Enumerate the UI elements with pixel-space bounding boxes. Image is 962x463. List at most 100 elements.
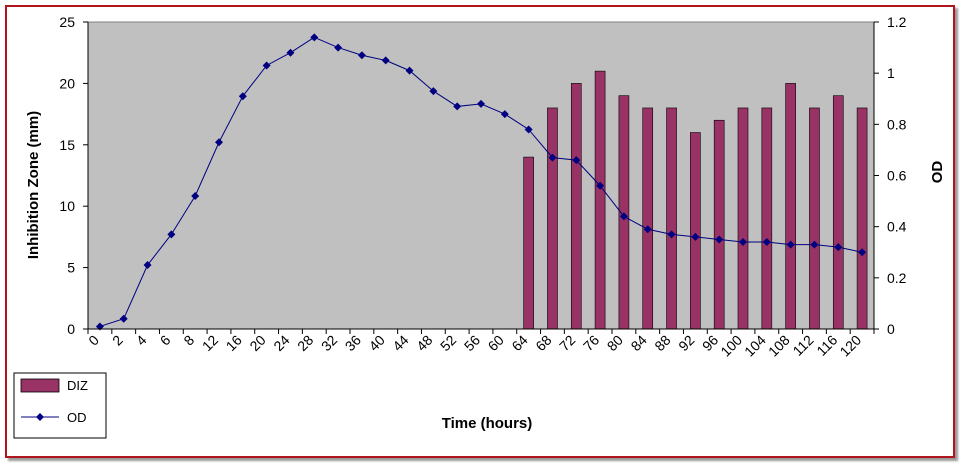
od-point bbox=[191, 191, 200, 200]
legend-swatch-diz bbox=[20, 378, 60, 393]
bar-diz bbox=[737, 107, 749, 330]
x-tick-label: 76 bbox=[580, 332, 602, 354]
left-tick-label: 0 bbox=[67, 321, 75, 337]
x-tick-label: 80 bbox=[604, 332, 626, 354]
x-tick-label: 20 bbox=[246, 332, 268, 354]
x-tick-label: 28 bbox=[294, 332, 316, 354]
od-point bbox=[858, 248, 867, 257]
od-point bbox=[834, 243, 843, 252]
x-tick-label: 52 bbox=[437, 332, 459, 354]
x-axis-title: Time (hours) bbox=[442, 415, 533, 432]
x-tick-label: 72 bbox=[556, 332, 578, 354]
od-point bbox=[286, 48, 295, 57]
right-tick-label: 1.2 bbox=[887, 14, 907, 30]
x-tick-label: 120 bbox=[836, 332, 864, 360]
x-tick-label: 116 bbox=[813, 332, 840, 359]
legend: DIZ OD bbox=[13, 372, 107, 439]
right-tick-label: 0.4 bbox=[887, 219, 907, 235]
od-point bbox=[215, 138, 223, 147]
od-point bbox=[643, 225, 652, 234]
left-tick-label: 25 bbox=[59, 14, 75, 30]
y-axis-title: Inhibition Zone (mm) bbox=[25, 111, 42, 259]
bar-diz bbox=[570, 83, 582, 330]
left-tick-label: 5 bbox=[67, 260, 75, 276]
x-tick-label: 0 bbox=[85, 332, 102, 349]
bar-diz bbox=[642, 107, 654, 330]
legend-marker-od bbox=[36, 413, 44, 421]
x-tick-label: 24 bbox=[270, 332, 292, 354]
x-tick-label: 16 bbox=[223, 332, 245, 354]
od-point bbox=[381, 56, 390, 65]
od-point bbox=[453, 102, 462, 111]
od-point bbox=[119, 314, 128, 323]
legend-label-diz: DIZ bbox=[67, 378, 88, 393]
od-point bbox=[524, 125, 533, 134]
x-tick-label: 84 bbox=[628, 332, 650, 354]
bar-diz bbox=[666, 107, 677, 330]
x-tick-label: 92 bbox=[675, 332, 697, 354]
od-point bbox=[762, 238, 771, 247]
x-tick-label: 40 bbox=[366, 332, 388, 354]
line-series-od bbox=[95, 33, 867, 331]
x-axis: 0 2 4 6 8 12 16 20 24 28 32 36 40 44 48 52 56 60 64 68 72 76 8… bbox=[85, 328, 875, 360]
y2-axis-title: OD bbox=[929, 161, 946, 184]
bar-diz bbox=[523, 156, 534, 330]
x-tick-label: 108 bbox=[765, 332, 793, 360]
od-point bbox=[238, 92, 247, 101]
x-tick-label: 6 bbox=[157, 332, 174, 349]
right-axis: 0 0.2 0.4 0.6 0.8 1 1.2 bbox=[873, 14, 907, 337]
x-tick-label: 4 bbox=[133, 332, 150, 349]
od-point bbox=[786, 240, 795, 249]
x-tick-label: 12 bbox=[199, 332, 221, 354]
bar-diz bbox=[809, 107, 820, 330]
x-tick-label: 96 bbox=[699, 332, 721, 354]
bar-diz bbox=[856, 107, 868, 330]
x-tick-label: 68 bbox=[532, 332, 554, 354]
bar-diz bbox=[594, 70, 606, 330]
left-tick-label: 20 bbox=[59, 75, 75, 91]
plot-area bbox=[87, 21, 875, 330]
x-tick-label: 8 bbox=[180, 332, 197, 349]
right-tick-label: 0.6 bbox=[887, 168, 907, 184]
od-point bbox=[500, 110, 509, 119]
left-axis: 0 5 10 15 20 25 bbox=[59, 14, 89, 337]
x-tick-label: 2 bbox=[109, 332, 126, 349]
x-tick-label: 104 bbox=[741, 332, 769, 360]
od-point bbox=[167, 230, 176, 239]
bar-diz bbox=[761, 107, 773, 330]
od-point bbox=[619, 212, 628, 221]
bar-diz bbox=[690, 132, 701, 330]
x-tick-label: 88 bbox=[651, 332, 673, 354]
x-tick-label: 100 bbox=[717, 332, 745, 360]
od-point bbox=[667, 230, 676, 239]
od-point bbox=[357, 51, 366, 60]
od-point bbox=[548, 153, 557, 162]
od-point bbox=[143, 261, 152, 270]
right-tick-label: 0.2 bbox=[887, 270, 907, 286]
right-tick-label: 0.8 bbox=[887, 116, 907, 132]
x-tick-label: 64 bbox=[508, 332, 530, 354]
od-point bbox=[405, 66, 414, 75]
right-tick-label: 1 bbox=[887, 65, 895, 81]
od-point bbox=[596, 181, 605, 190]
od-point bbox=[715, 235, 724, 244]
bar-diz bbox=[547, 107, 558, 330]
x-tick-label: 56 bbox=[461, 332, 483, 354]
x-tick-label: 112 bbox=[789, 332, 816, 359]
bar-diz bbox=[832, 95, 844, 330]
od-point bbox=[810, 240, 819, 249]
od-point bbox=[477, 99, 485, 108]
od-point bbox=[691, 232, 700, 241]
od-point bbox=[334, 43, 343, 52]
x-tick-label: 32 bbox=[318, 332, 340, 354]
x-tick-label: 48 bbox=[413, 332, 435, 354]
bar-diz bbox=[785, 83, 796, 330]
x-tick-label: 60 bbox=[485, 332, 507, 354]
left-tick-label: 10 bbox=[59, 198, 75, 214]
od-point bbox=[429, 87, 438, 96]
right-tick-label: 0 bbox=[887, 321, 895, 337]
x-tick-label: 36 bbox=[342, 332, 364, 354]
od-point bbox=[572, 156, 581, 165]
bar-diz bbox=[713, 119, 725, 330]
